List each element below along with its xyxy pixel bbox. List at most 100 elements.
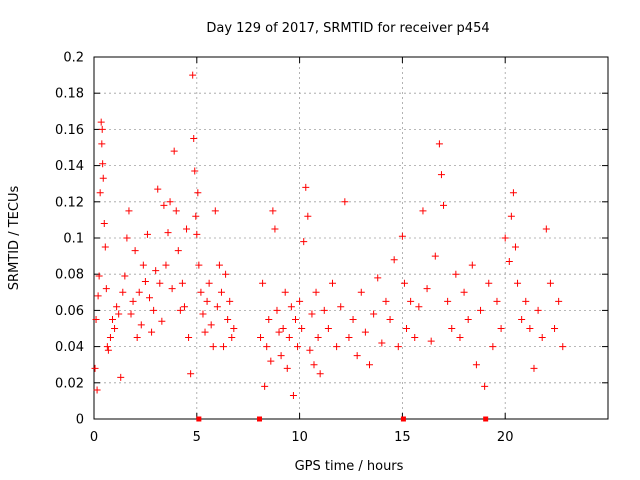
y-tick-labels: 0 0.02 0.04 0.06 0.08 0.1 0.12 0.14 0.16 0.18 0.2 [55,51,84,428]
data-point [505,258,513,266]
data-point [201,328,209,336]
data-point [226,297,234,305]
data-point [113,303,121,311]
data-point [357,288,365,296]
x-tick-label: 0 [90,430,98,445]
data-point [551,325,559,332]
data-point [139,261,147,269]
data-point [485,279,493,287]
data-point [111,325,119,332]
y-tick-label: 0 [76,413,84,428]
data-point [166,198,174,206]
data-point [302,183,310,191]
data-point [444,297,452,305]
data-point [259,279,267,287]
y-tick-label: 0.1 [63,232,84,247]
data-point [217,288,225,296]
data-point [477,306,485,314]
data-point [205,279,213,287]
data-point [291,315,299,323]
data-point [224,315,232,323]
data-point [374,274,382,282]
data-point [269,207,277,215]
data-point [190,134,198,142]
data-point [448,325,456,332]
data-point [423,285,431,293]
data-point [228,334,236,342]
data-point [195,261,203,269]
y-tick-label: 0.16 [55,123,84,138]
zero-value-marker [257,416,263,422]
data-point [296,297,304,305]
data-point [411,334,419,342]
data-point [103,343,111,351]
data-point [501,234,509,242]
data-point [407,297,415,305]
data-point [320,306,328,314]
data-point [230,325,238,332]
data-point [207,321,215,329]
data-point [99,160,107,168]
data-point [349,315,357,323]
data-point [180,303,188,311]
data-point [542,225,550,233]
data-points [91,71,567,422]
zero-value-marker [483,416,489,422]
data-point [497,325,505,332]
x-tick-labels: 0 5 10 15 20 [90,430,514,445]
x-tick-label: 5 [193,430,201,445]
data-point [468,261,476,269]
data-point [117,373,125,381]
y-tick-label: 0.14 [55,159,84,174]
data-point [452,270,460,278]
data-point [538,334,546,342]
data-point [199,310,207,318]
data-point [273,306,281,314]
data-point [460,288,468,296]
data-point [143,230,151,238]
data-point [220,343,228,351]
y-tick-label: 0.08 [55,268,84,283]
y-axis-label: SRMTID / TECUs [7,186,22,291]
data-point [98,125,106,133]
data-point [275,328,283,336]
data-point [308,310,316,318]
data-point [123,234,131,242]
data-point [100,220,108,228]
data-point [172,207,180,215]
data-point [160,201,168,209]
data-point [267,357,275,365]
data-point [129,297,137,305]
data-point [310,361,318,369]
data-point [440,201,448,209]
data-point [93,386,101,394]
chart-title: Day 129 of 2017, SRMTID for receiver p45… [206,21,489,36]
data-point [152,267,160,275]
data-point [281,288,289,296]
data-point [194,189,202,197]
data-point [261,382,269,390]
data-point [518,315,526,323]
data-point [386,315,394,323]
data-point [285,334,293,342]
x-tick-label: 10 [291,430,308,445]
data-point [95,272,103,280]
data-point [472,361,480,369]
data-point [203,297,211,305]
data-point [328,279,336,287]
data-point [193,230,201,238]
data-point [96,189,104,197]
data-point [370,310,378,318]
data-point [271,225,279,233]
data-point [312,288,320,296]
data-point [526,325,534,332]
data-point [170,147,178,155]
x-tick-label: 20 [497,430,514,445]
data-point [403,325,411,332]
data-point [168,285,176,293]
data-point [94,292,102,300]
y-tick-label: 0.12 [55,195,84,210]
data-point [209,343,217,351]
data-point [215,261,223,269]
